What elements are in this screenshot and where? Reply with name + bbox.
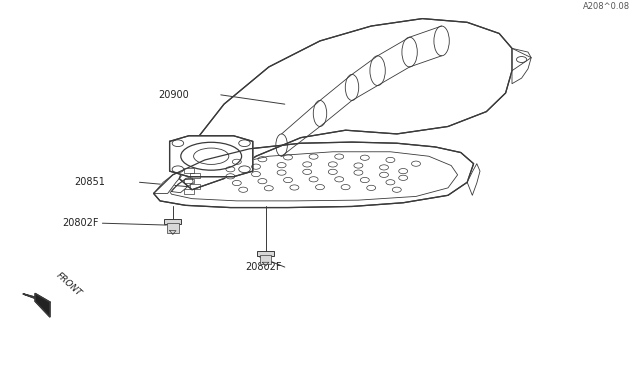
Polygon shape	[170, 231, 176, 234]
Polygon shape	[179, 19, 512, 190]
Text: 20851: 20851	[75, 177, 106, 187]
Text: 20900: 20900	[158, 90, 189, 100]
Polygon shape	[467, 164, 480, 195]
Bar	[190, 173, 200, 178]
Text: A208^0.08: A208^0.08	[583, 2, 630, 11]
Bar	[184, 168, 194, 173]
Polygon shape	[512, 48, 531, 84]
Polygon shape	[23, 294, 50, 317]
Bar	[164, 219, 181, 224]
Bar	[260, 255, 271, 264]
Text: 20802F: 20802F	[63, 218, 99, 228]
Bar	[167, 223, 179, 232]
Polygon shape	[154, 172, 182, 193]
Bar	[190, 184, 200, 189]
Text: 20802F: 20802F	[245, 262, 282, 272]
Polygon shape	[154, 142, 474, 208]
Bar	[257, 251, 274, 256]
Polygon shape	[262, 262, 269, 266]
Polygon shape	[170, 136, 253, 177]
Bar	[184, 179, 194, 183]
Text: FRONT: FRONT	[54, 270, 83, 298]
Bar	[184, 189, 194, 194]
